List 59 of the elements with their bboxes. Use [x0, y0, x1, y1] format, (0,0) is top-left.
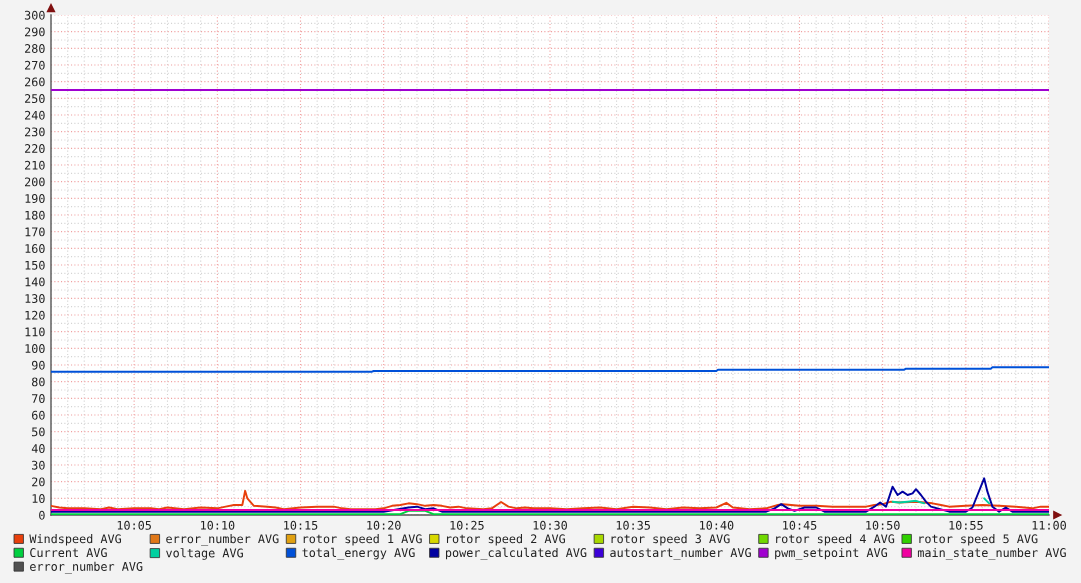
y-tick-label: 40	[31, 444, 45, 454]
y-tick-label: 170	[25, 227, 45, 237]
y-tick-label: 260	[25, 77, 45, 87]
x-tick-label: 10:20	[367, 520, 401, 530]
legend-label: rotor speed 1 AVG	[303, 534, 422, 546]
line-series	[51, 489, 1049, 511]
legend-label: power_calculated AVG	[445, 547, 587, 560]
legend-label: voltage AVG	[166, 548, 243, 560]
y-tick-label: 120	[25, 310, 45, 320]
legend-label: main_state_number AVG	[917, 547, 1066, 560]
legend-label: rotor speed 4 AVG	[776, 534, 895, 546]
y-tick-label: 280	[25, 44, 45, 54]
x-tick-label: 10:50	[866, 520, 900, 530]
x-tick-label: 10:30	[533, 520, 567, 530]
x-tick-label: 10:35	[616, 520, 650, 530]
y-tick-label: 180	[25, 210, 45, 220]
y-tick-label: 230	[25, 127, 45, 137]
legend-label: error_number AVG	[30, 561, 143, 574]
legend-label: rotor speed 2 AVG	[446, 534, 565, 546]
x-tick-label: 10:40	[700, 520, 734, 530]
y-tick-label: 0	[39, 510, 45, 520]
legend-label: error_number AVG	[166, 534, 279, 546]
y-tick-label: 190	[25, 194, 45, 204]
legend-label: autostart_number AVG	[610, 547, 751, 560]
legend-label: rotor speed 3 AVG	[611, 534, 730, 546]
y-tick-label: 30	[32, 460, 45, 470]
y-tick-label: 90	[31, 360, 45, 370]
y-tick-label: 50	[32, 427, 45, 437]
legend-label: total_energy AVG	[302, 547, 415, 560]
y-tick-label: 300	[24, 10, 45, 20]
x-tick-label: 10:45	[783, 520, 817, 530]
y-tick-label: 220	[25, 144, 45, 154]
x-tick-label: 10:05	[117, 520, 151, 530]
y-tick-label: 100	[25, 344, 45, 354]
y-tick-label: 110	[25, 327, 45, 337]
y-tick-label: 270	[25, 60, 45, 70]
x-tick-label: 11:00	[1032, 520, 1066, 530]
legend-label: pwm_setpoint AVG	[775, 547, 888, 560]
y-tick-label: 240	[25, 110, 45, 120]
y-tick-label: 290	[25, 27, 45, 37]
x-tick-label: 10:15	[284, 520, 318, 530]
legend-label: Current AVG	[30, 548, 107, 558]
y-tick-label: 70	[32, 394, 45, 404]
y-tick-label: 80	[31, 377, 45, 387]
x-tick-label: 10:25	[450, 520, 484, 530]
y-tick-label: 150	[25, 260, 45, 270]
y-tick-label: 140	[25, 277, 45, 287]
y-tick-label: 160	[25, 244, 45, 254]
legend-label: rotor speed 5 AVG	[919, 534, 1038, 546]
y-tick-label: 130	[25, 294, 45, 304]
y-tick-label: 60	[32, 410, 45, 420]
y-tick-label: 210	[25, 160, 45, 170]
y-tick-label: 200	[25, 177, 45, 187]
x-tick-label: 10:55	[949, 520, 983, 530]
legend-label: Windspeed AVG	[29, 534, 121, 546]
y-tick-label: 20	[32, 477, 45, 487]
x-tick-label: 10:10	[201, 520, 235, 530]
y-tick-label: 250	[25, 94, 45, 104]
y-tick-label: 10	[32, 494, 45, 504]
